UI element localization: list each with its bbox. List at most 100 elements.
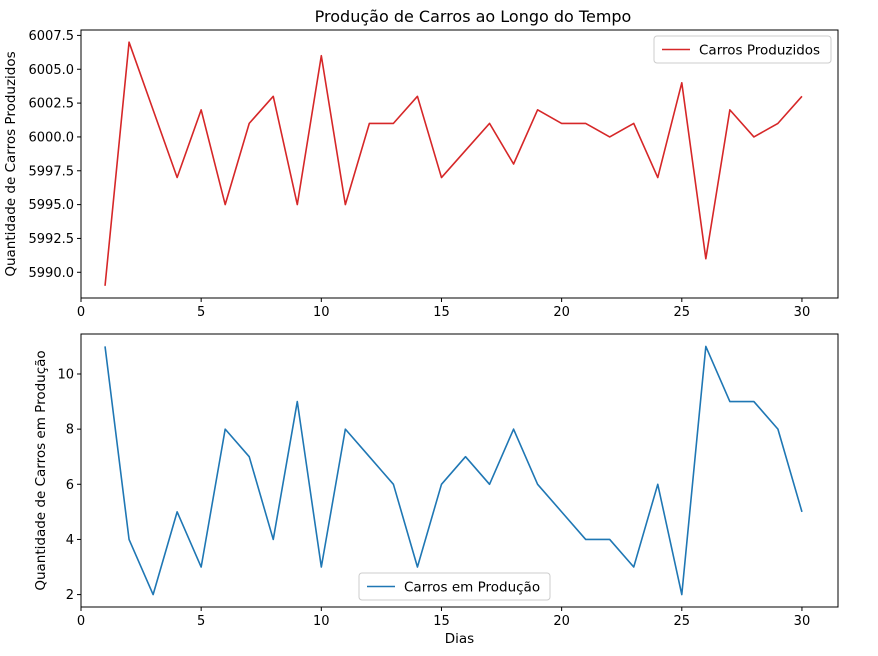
data-point <box>608 136 610 138</box>
legend-box <box>653 35 832 64</box>
y-tick-label: 6007.5 <box>29 29 75 44</box>
data-point <box>488 122 490 124</box>
data-point <box>753 136 755 138</box>
data-point <box>440 483 442 485</box>
data-point <box>681 593 683 595</box>
x-tick-label: 0 <box>77 614 85 629</box>
y-tick-label: 5990.0 <box>29 266 75 281</box>
data-point <box>368 456 370 458</box>
data-point <box>681 82 683 84</box>
data-point <box>296 203 298 205</box>
data-point <box>560 122 562 124</box>
data-point <box>729 109 731 111</box>
top-subplot: 0 5 10 15 20 25 30 5990.0 5992.5 5995.0 5997.5 6000… <box>3 29 839 320</box>
y-tick-label: 6005.0 <box>29 63 75 78</box>
x-tick-label: 30 <box>794 305 811 320</box>
data-point <box>777 122 779 124</box>
legend-label: Carros Produzidos <box>699 43 820 59</box>
x-tick-label: 25 <box>674 614 691 629</box>
x-tick-label: 10 <box>313 614 330 629</box>
data-point <box>416 566 418 568</box>
x-tick-label: 0 <box>77 305 85 320</box>
series-line <box>104 41 803 286</box>
data-point <box>272 538 274 540</box>
data-point <box>584 122 586 124</box>
x-tick-label: 20 <box>553 614 570 629</box>
data-point <box>560 511 562 513</box>
data-point <box>176 176 178 178</box>
data-point <box>536 483 538 485</box>
data-point <box>128 538 130 540</box>
data-point <box>512 163 514 165</box>
data-point <box>633 122 635 124</box>
data-point <box>248 456 250 458</box>
figure-title: Produção de Carros ao Longo do Tempo <box>315 7 632 26</box>
y-tick-label: 5995.0 <box>29 198 75 213</box>
data-point <box>777 428 779 430</box>
y-tick-label: 4 <box>66 533 74 548</box>
data-point <box>320 55 322 57</box>
bottom-subplot: 0 5 10 15 20 25 30 2 4 6 8 10 Quantidade de Carros e… <box>33 333 839 647</box>
data-point <box>512 428 514 430</box>
data-point <box>368 122 370 124</box>
x-tick-label: 20 <box>553 305 570 320</box>
data-point <box>584 538 586 540</box>
data-point <box>392 122 394 124</box>
data-point <box>176 511 178 513</box>
legend: Carros Produzidos <box>653 35 832 64</box>
series-line <box>104 345 803 596</box>
data-point <box>104 285 106 287</box>
data-point <box>440 176 442 178</box>
data-point <box>464 456 466 458</box>
x-tick-label: 15 <box>433 305 450 320</box>
data-point <box>320 566 322 568</box>
data-point <box>392 483 394 485</box>
data-point <box>801 511 803 513</box>
data-point <box>801 95 803 97</box>
data-point <box>152 109 154 111</box>
x-tick-label: 15 <box>433 614 450 629</box>
data-point <box>705 258 707 260</box>
axes-frame <box>80 29 839 299</box>
data-point <box>128 41 130 43</box>
x-tick-label: 5 <box>197 305 205 320</box>
y-tick-label: 2 <box>66 588 74 603</box>
data-point <box>224 428 226 430</box>
data-point <box>657 483 659 485</box>
data-point <box>344 428 346 430</box>
data-point <box>753 400 755 402</box>
y-tick-label: 8 <box>66 423 74 438</box>
y-tick-label: 5997.5 <box>29 164 75 179</box>
y-tick-label: 6002.5 <box>29 97 75 112</box>
y-axis-label: Quantidade de Carros em Produção <box>33 350 49 590</box>
y-tick-label: 5992.5 <box>29 232 75 247</box>
data-point <box>104 345 106 347</box>
legend: Carros em Produção <box>358 572 551 601</box>
x-tick-label: 10 <box>313 305 330 320</box>
y-axis-label: Quantidade de Carros Produzidos <box>3 51 19 276</box>
data-point <box>224 203 226 205</box>
data-point <box>705 345 707 347</box>
data-point <box>657 176 659 178</box>
x-tick-label: 5 <box>197 614 205 629</box>
data-point <box>608 538 610 540</box>
data-point <box>488 483 490 485</box>
data-point <box>633 566 635 568</box>
y-tick-label: 6 <box>66 478 74 493</box>
x-tick-label: 25 <box>674 305 691 320</box>
data-point <box>200 109 202 111</box>
data-point <box>296 400 298 402</box>
x-tick-label: 30 <box>794 614 811 629</box>
data-point <box>200 566 202 568</box>
data-point <box>536 109 538 111</box>
x-axis-label: Dias <box>445 631 474 647</box>
data-point <box>344 203 346 205</box>
axes-frame <box>80 333 839 608</box>
data-point <box>272 95 274 97</box>
data-point <box>464 149 466 151</box>
legend-box <box>358 572 551 601</box>
y-tick-label: 6000.0 <box>29 130 75 145</box>
data-point <box>152 593 154 595</box>
